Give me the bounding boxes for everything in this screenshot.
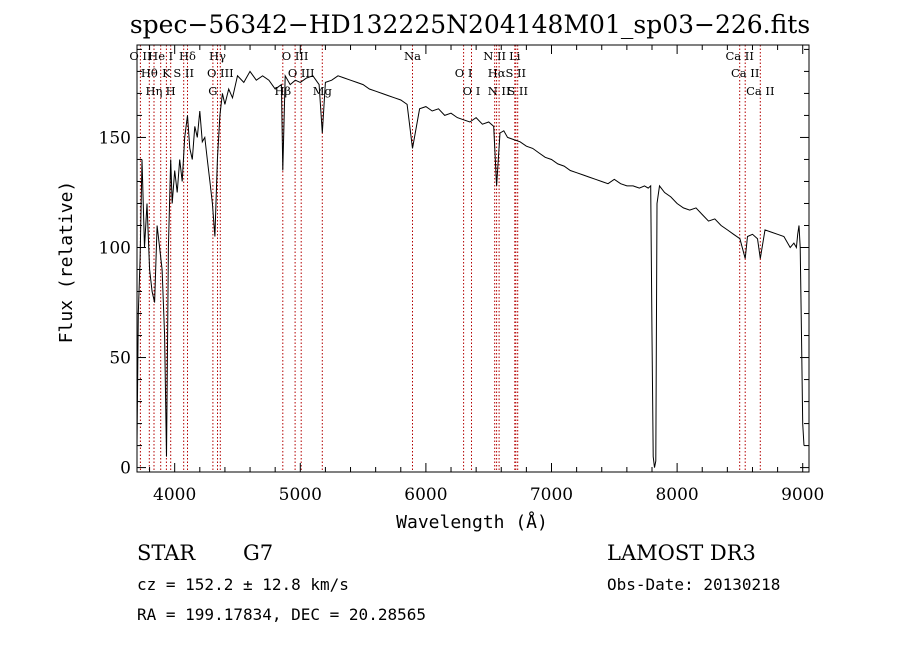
- line-marker-label: Ca II: [731, 66, 759, 80]
- redshift-velocity: cz = 152.2 ± 12.8 km/s: [137, 575, 349, 594]
- x-axis-label: Wavelength (Å): [396, 511, 548, 533]
- y-tick-label: 50: [109, 349, 131, 369]
- x-axis-ticks: 4000 5000 6000 7000 8000 9000: [149, 45, 824, 505]
- spectral-line-labels: O II Hθ Hη He I KH Hδ S II G Hγ O III Hβ O III O III…: [129, 49, 774, 98]
- line-marker-label: S II: [505, 66, 526, 80]
- y-tick-label: 150: [99, 128, 131, 148]
- line-marker-label: He I: [148, 49, 173, 63]
- x-tick-label: 6000: [404, 485, 447, 505]
- object-class: STAR: [137, 541, 196, 565]
- line-marker-label: Li: [509, 49, 521, 63]
- line-marker-label: O III: [288, 66, 315, 80]
- spectral-line-markers: [139, 45, 761, 472]
- line-marker-label: Hγ: [209, 49, 226, 63]
- line-marker-label: Ca II: [725, 49, 753, 63]
- object-subclass: G7: [243, 541, 273, 565]
- spectrum-series-line: [136, 70, 805, 468]
- line-marker-label: N II: [488, 84, 511, 98]
- line-marker-label: S II: [507, 84, 528, 98]
- line-marker-label: S II: [173, 66, 194, 80]
- line-marker-label: Hδ: [179, 49, 196, 63]
- line-marker-label: Na: [404, 49, 421, 63]
- line-marker-label: O II: [129, 49, 151, 63]
- line-marker-label: Hα: [488, 66, 506, 80]
- x-tick-label: 8000: [655, 485, 698, 505]
- line-marker-label: O I: [463, 84, 481, 98]
- line-marker-label: G: [208, 84, 217, 98]
- observation-date: Obs-Date: 20130218: [607, 575, 780, 594]
- line-marker-label: O III: [282, 49, 309, 63]
- y-tick-label: 100: [99, 238, 131, 258]
- line-marker-label: Ca II: [746, 84, 774, 98]
- y-tick-label: 0: [120, 459, 131, 479]
- line-marker-label: Hβ: [274, 84, 291, 98]
- line-marker-label: K: [162, 66, 171, 80]
- line-marker-label: Hθ: [141, 66, 158, 80]
- x-tick-label: 4000: [153, 485, 196, 505]
- y-axis-label: Flux (relative): [56, 181, 77, 344]
- plot-frame: [136, 44, 810, 473]
- line-marker-label: H: [166, 84, 176, 98]
- x-tick-label: 9000: [781, 485, 824, 505]
- line-marker-label: Mg: [313, 84, 333, 98]
- line-marker-label: O I: [455, 66, 473, 80]
- sky-coordinates: RA = 199.17834, DEC = 20.28565: [137, 605, 426, 624]
- survey-name: LAMOST DR3: [607, 541, 756, 565]
- y-axis-ticks: 0 50 100 150: [99, 48, 809, 479]
- x-tick-label: 5000: [279, 485, 322, 505]
- line-marker-label: Hη: [146, 84, 163, 98]
- chart-title: spec−56342−HD132225N204148M01_sp03−226.f…: [130, 10, 810, 39]
- x-tick-label: 7000: [530, 485, 573, 505]
- line-marker-label: O III: [207, 66, 234, 80]
- line-marker-label: N II: [483, 49, 506, 63]
